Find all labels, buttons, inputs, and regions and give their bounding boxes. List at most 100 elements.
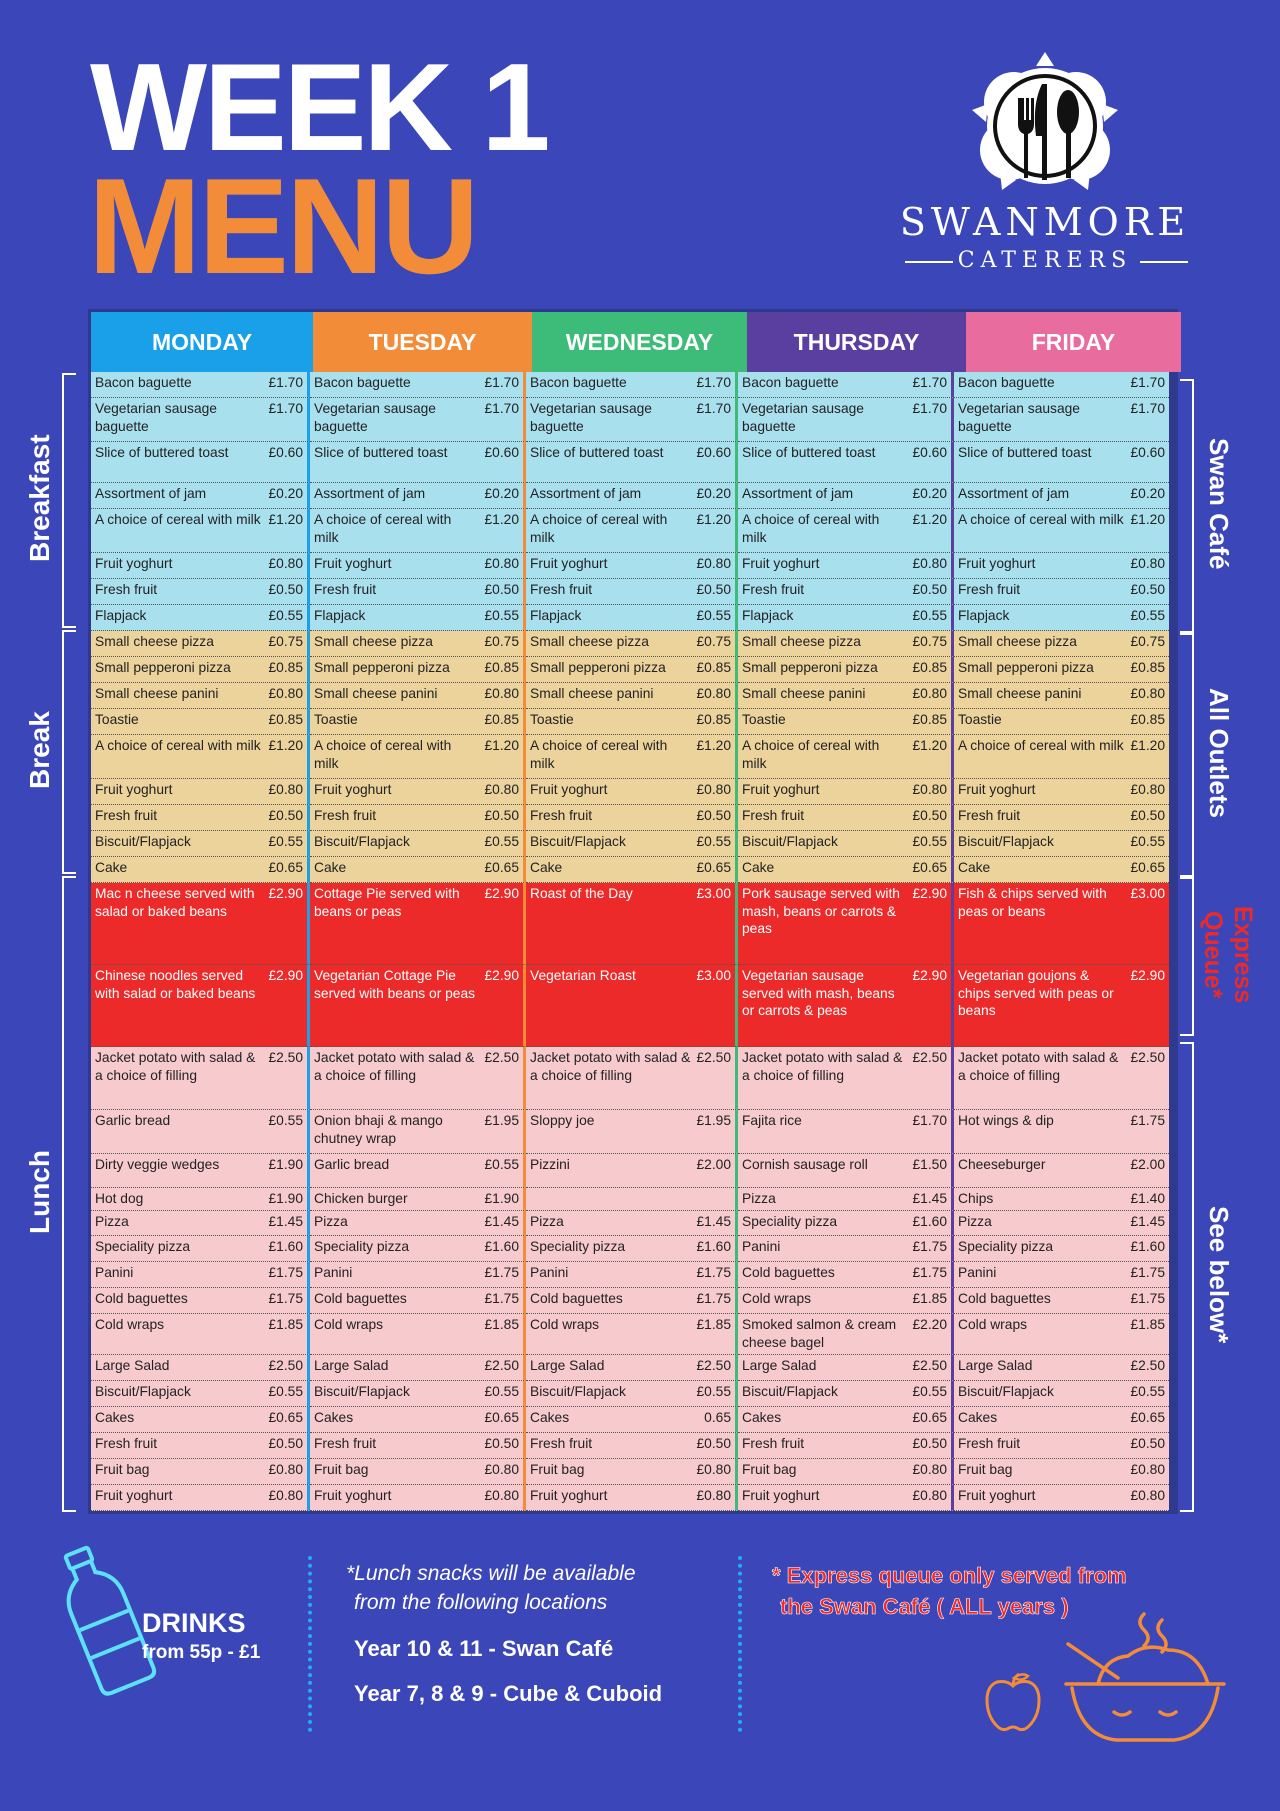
menu-item-name: Fresh fruit [742,582,805,597]
menu-item-price: £0.50 [1130,1436,1165,1451]
menu-item-name: Fruit yoghurt [530,1488,608,1503]
menu-item: Large Salad £2.50 [91,1355,310,1381]
menu-item-name: Flapjack [958,608,1010,623]
menu-item: Slice of buttered toast £0.60 [91,442,310,483]
lunch-row: Fruit bag £0.80 Fruit bag £0.80 Fruit bag £0.… [91,1459,1175,1485]
menu-item: Fresh fruit £0.50 [91,1433,310,1459]
menu-item: Biscuit/Flapjack £0.55 [310,1381,526,1407]
menu-item-price: £2.20 [912,1317,947,1332]
menu-item-name: A choice of cereal with milk [314,738,452,771]
lunch-row: Biscuit/Flapjack £0.55 Biscuit/Flapjack £0.… [91,1381,1175,1407]
menu-item-price: £0.80 [912,782,947,797]
menu-item-price: £0.50 [484,808,519,823]
menu-item: Fruit yoghurt £0.80 [310,1485,526,1511]
lunch-row: Garlic bread £0.55 Onion bhaji & mango chu… [91,1110,1175,1154]
brand-name: SWANMORE [899,200,1191,244]
menu-item: Cake £0.65 [738,857,954,883]
menu-item-name: Pizza [742,1191,776,1206]
menu-item: A choice of cereal with milk £1.20 [91,735,310,779]
menu-item-name: Hot dog [95,1191,144,1206]
day-header-tuesday: TUESDAY [313,312,532,372]
menu-item: Fruit bag £0.80 [954,1459,1169,1485]
menu-item-price: £1.85 [484,1317,519,1332]
menu-item-name: Chinese noodles served with salad or bak… [95,968,256,1001]
menu-item-name: Large Salad [314,1358,389,1373]
menu-item-name: Toastie [314,712,358,727]
menu-item: A choice of cereal with milk £1.20 [954,735,1169,779]
menu-item-name: Speciality pizza [958,1239,1054,1254]
menu-item-price: £0.20 [268,486,303,501]
section-break-label: Break [24,711,55,789]
menu-item: Speciality pizza £1.60 [526,1236,738,1262]
breakfast-row: Assortment of jam £0.20 Assortment of jam £… [91,483,1175,509]
menu-item-name: Biscuit/Flapjack [95,1384,191,1399]
menu-item-name: Cornish sausage roll [742,1157,868,1172]
menu-item-name: Fresh fruit [530,582,593,597]
menu-item-price: £0.85 [1130,712,1165,727]
menu-item-name: Vegetarian Roast [530,968,636,983]
menu-item-price: £2.00 [1130,1157,1165,1172]
menu-item-price: £0.80 [268,686,303,701]
menu-item: Panini £1.75 [310,1262,526,1288]
menu-item-price: £1.40 [1130,1191,1165,1206]
menu-item-name: Fresh fruit [314,808,377,823]
menu-item: Fresh fruit £0.50 [526,579,738,605]
menu-item: A choice of cereal with milk £1.20 [954,509,1169,553]
menu-item-price: £2.50 [912,1050,947,1065]
title-week: WEEK 1 [90,39,550,177]
menu-item-name: Fruit yoghurt [958,556,1036,571]
menu-item: Bacon baguette £1.70 [91,372,310,398]
menu-item: Small cheese pizza £0.75 [526,631,738,657]
menu-item: Fruit yoghurt £0.80 [310,779,526,805]
menu-item-name: Fruit yoghurt [95,556,173,571]
menu-item: Vegetarian sausage baguette £1.70 [954,398,1169,442]
menu-item: Slice of buttered toast £0.60 [526,442,738,483]
menu-item: Toastie £0.85 [738,709,954,735]
menu-item: Biscuit/Flapjack £0.55 [954,831,1169,857]
express-row: Chinese noodles served with salad or bak… [91,965,1175,1047]
menu-item-price: £0.80 [268,1488,303,1503]
menu-item: Small cheese panini £0.80 [526,683,738,709]
menu-item-name: Cakes [958,1410,998,1425]
breakfast-row: Bacon baguette £1.70 Bacon baguette £1.70 Ba… [91,372,1175,398]
menu-item-price: £2.90 [912,968,947,983]
divider-left [308,1556,312,1732]
express-row: Mac n cheese served with salad or baked … [91,883,1175,965]
menu-item-price: £0.55 [484,1157,519,1172]
lunch-row: Panini £1.75 Panini £1.75 Panini £1.75 Cold ba… [91,1262,1175,1288]
menu-item-name: Fruit bag [95,1462,150,1477]
menu-item: Fruit bag £0.80 [526,1459,738,1485]
menu-item: Small cheese pizza £0.75 [310,631,526,657]
break-row: Small pepperoni pizza £0.85 Small pepperon… [91,657,1175,683]
menu-item-name: Fresh fruit [958,582,1021,597]
menu-item-price: £1.75 [696,1265,731,1280]
menu-item: Fruit yoghurt £0.80 [954,1485,1169,1511]
menu-item-name: Speciality pizza [530,1239,626,1254]
menu-item: Fruit yoghurt £0.80 [954,779,1169,805]
menu-item: A choice of cereal with milk £1.20 [738,509,954,553]
menu-item: Large Salad £2.50 [954,1355,1169,1381]
menu-item-name: Large Salad [530,1358,605,1373]
menu-item-name: Fruit yoghurt [742,782,820,797]
menu-item: Onion bhaji & mango chutney wrap £1.95 [310,1110,526,1154]
menu-item-name: Small pepperoni pizza [530,660,666,675]
menu-item: Mac n cheese served with salad or baked … [91,883,310,965]
snacks-note-line1: *Lunch snacks will be available [346,1562,636,1585]
menu-item-price: £0.80 [1130,556,1165,571]
menu-item-price: £0.75 [484,634,519,649]
menu-item: Cakes £0.65 [738,1407,954,1433]
menu-item-price: £0.80 [912,686,947,701]
menu-item-name: Bacon baguette [958,375,1055,390]
snacks-note-line2: from the following locations [354,1591,608,1614]
menu-item-name: Small cheese pizza [314,634,433,649]
lunch-row: Pizza £1.45 Pizza £1.45 Pizza £1.45 Speciality… [91,1211,1175,1236]
menu-item-price: £0.65 [484,860,519,875]
menu-item-price: £1.75 [484,1265,519,1280]
menu-item-price: £1.85 [268,1317,303,1332]
section-swan-cafe-label: Swan Café [1204,438,1234,570]
menu-item: Toastie £0.85 [91,709,310,735]
section-see-below-label: See below* [1204,1206,1234,1344]
menu-item: Cottage Pie served with beans or peas £2.… [310,883,526,965]
menu-item-price: £1.75 [696,1291,731,1306]
menu-item-price: £0.65 [1130,860,1165,875]
